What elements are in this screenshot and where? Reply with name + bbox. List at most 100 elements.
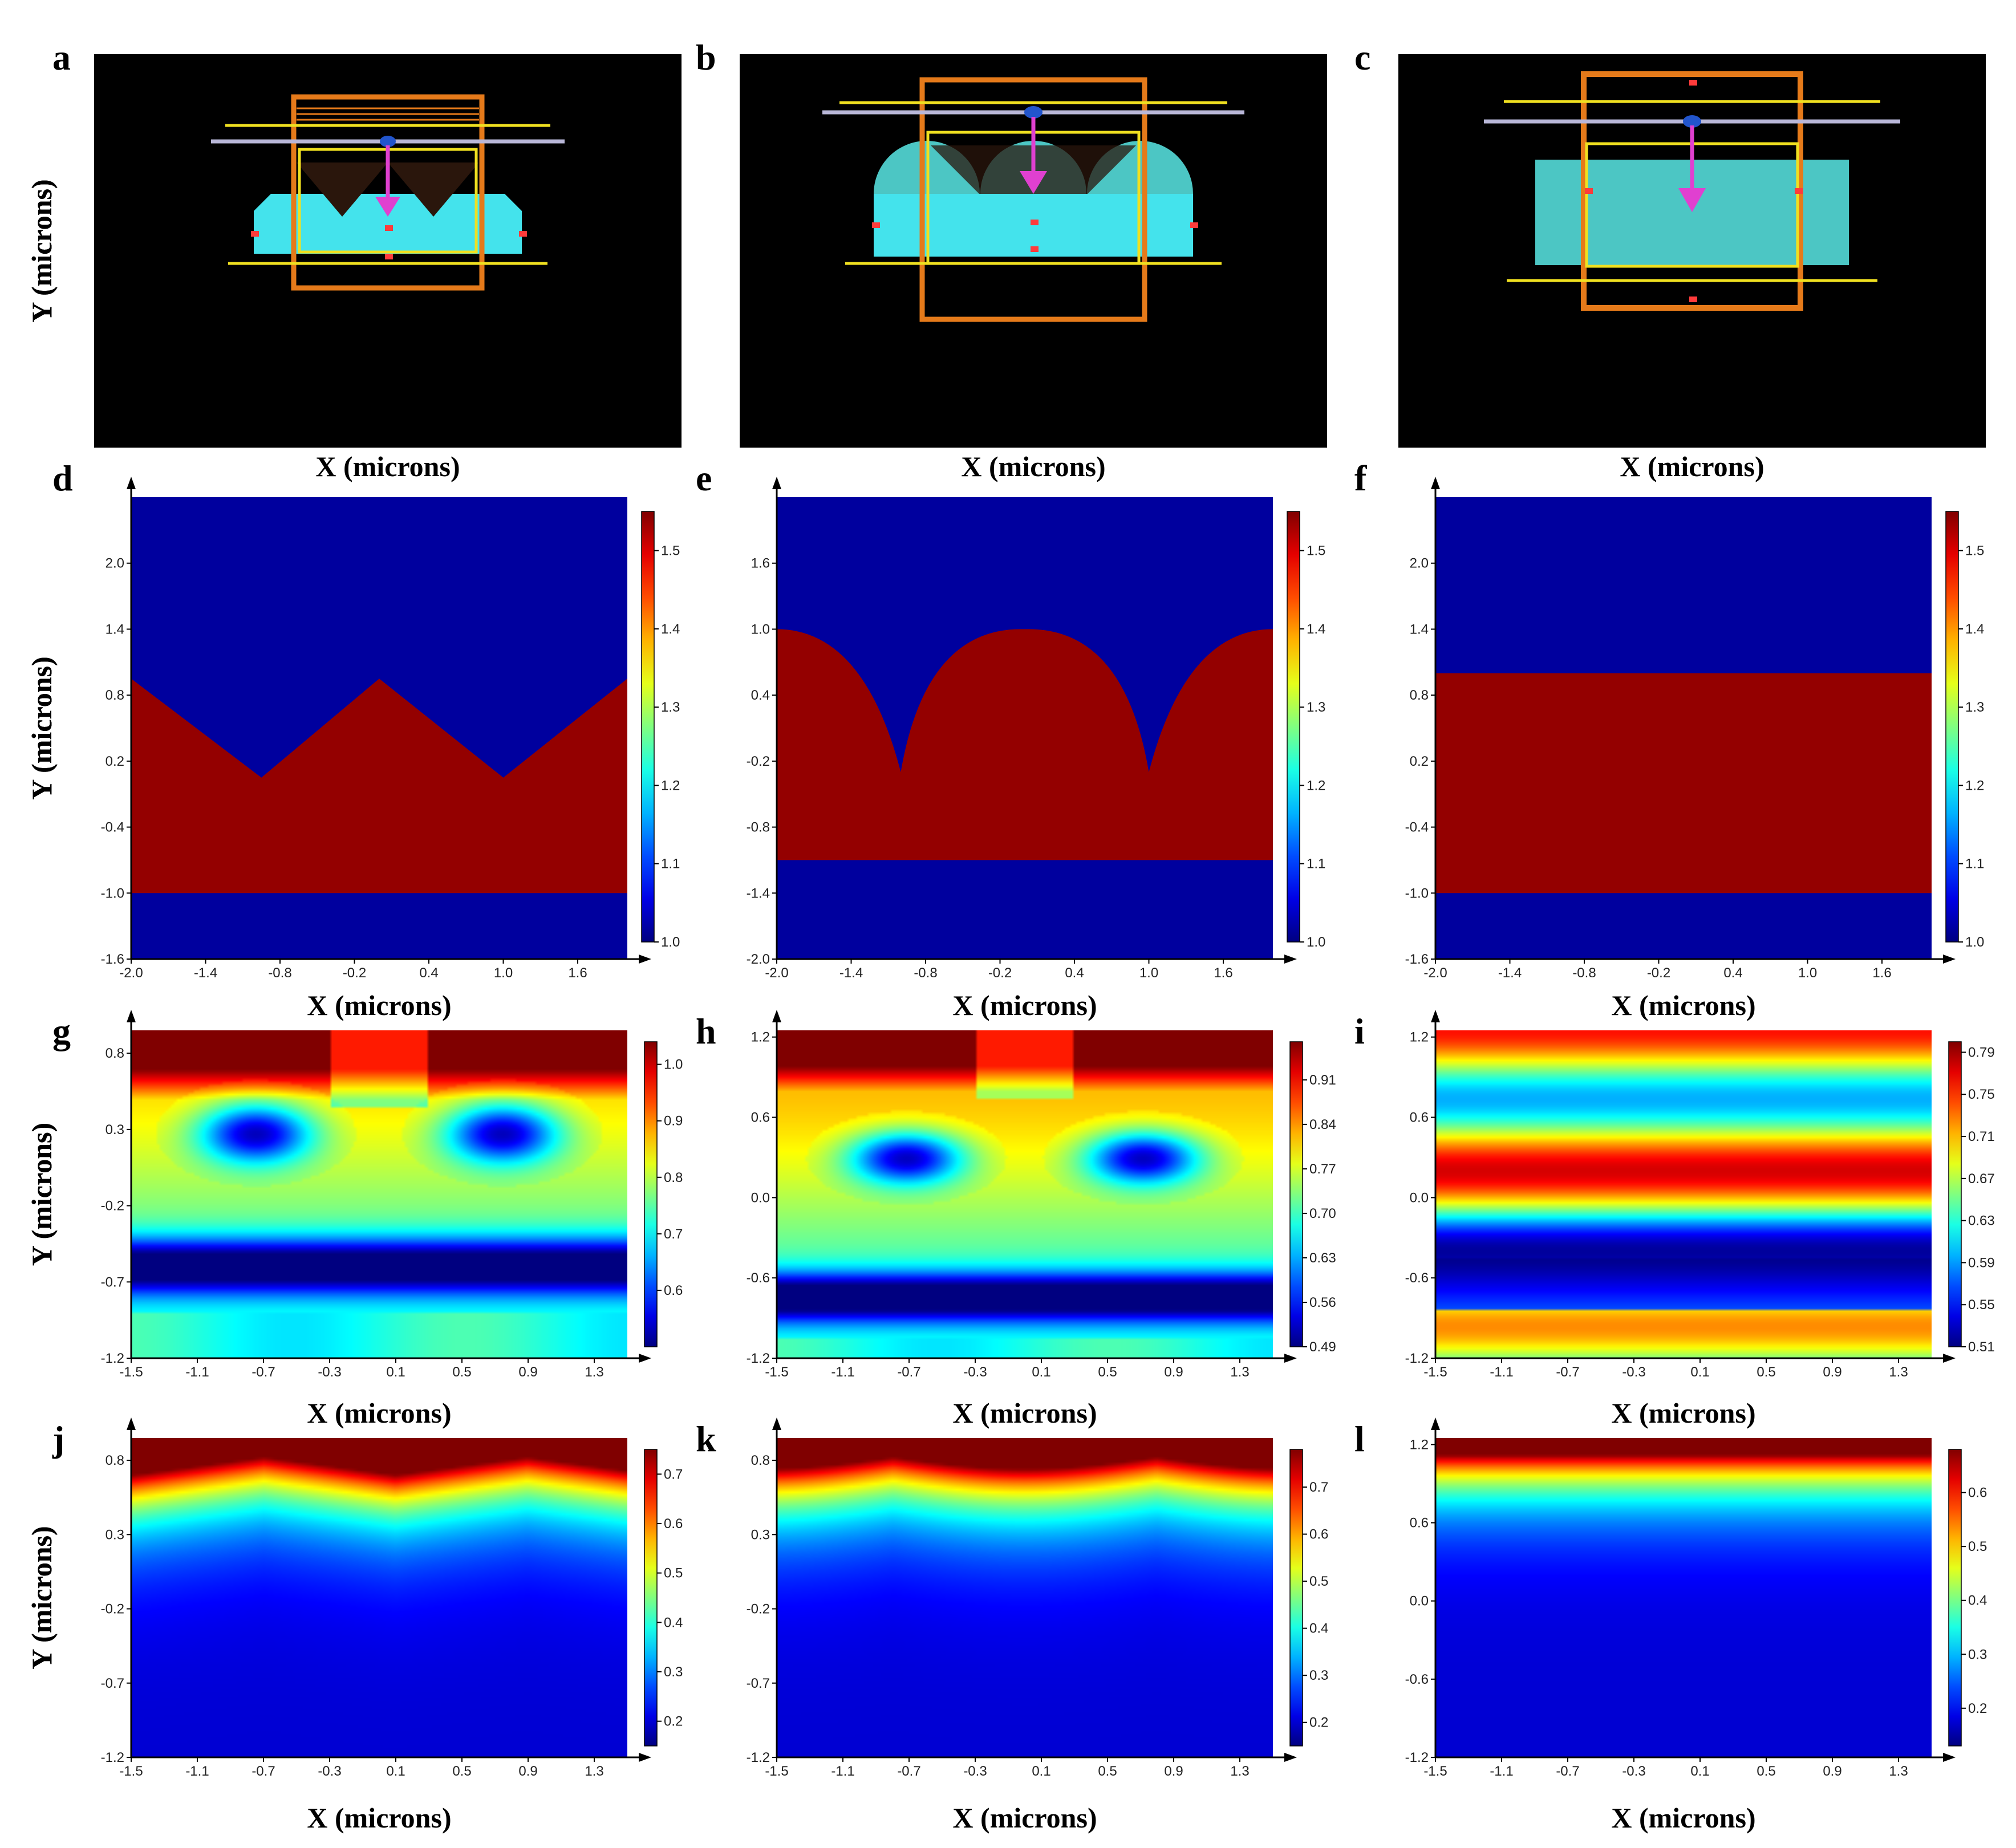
colorbar-tick-label: 1.0 [1307, 935, 1325, 950]
x-tick-label: 0.1 [1032, 1364, 1050, 1380]
x-tick-label: -0.3 [963, 1764, 987, 1779]
colorbar-tick-label: 0.84 [1309, 1117, 1336, 1132]
y-axis-arrow [1431, 1418, 1440, 1430]
colorbar-tick-label: 0.49 [1309, 1339, 1336, 1355]
colorbar-tick-label: 1.2 [1307, 778, 1325, 793]
y-tick-label: 0.6 [1410, 1110, 1429, 1126]
y-tick-label: 0.3 [106, 1122, 124, 1138]
colorbar-tick-label: 0.67 [1968, 1171, 1995, 1187]
colorbar-tick-label: 0.5 [1309, 1574, 1328, 1589]
colorbar-tick-label: 0.79 [1968, 1045, 1995, 1060]
panel-label-a: a [52, 37, 71, 78]
x-tick-label: -0.7 [252, 1364, 275, 1380]
x-tick-label: -1.4 [194, 965, 217, 981]
source-dot [380, 136, 396, 147]
x-tick-label: -1.4 [839, 965, 863, 981]
x-tick-label: -0.7 [1556, 1764, 1579, 1779]
x-tick-label: 1.6 [568, 965, 587, 981]
y-tick-label: 2.0 [1410, 556, 1429, 571]
y-tick-label: 1.2 [1410, 1030, 1429, 1045]
x-tick-label: -0.3 [318, 1764, 341, 1779]
y-tick-label: -1.2 [101, 1351, 124, 1366]
y-tick-label: -0.2 [101, 1199, 124, 1214]
colorbar-tick-label: 1.0 [664, 1057, 683, 1073]
y-tick-label: -0.2 [747, 1602, 770, 1617]
x-tick-label: -0.2 [343, 965, 366, 981]
y-tick-label: 1.6 [751, 556, 770, 571]
colorbar [641, 511, 655, 943]
y-axis-arrow [772, 1418, 781, 1430]
y-tick-label: 0.8 [106, 1046, 124, 1061]
y-tick-label: -1.6 [1405, 952, 1429, 967]
layout-diagram-b [740, 54, 1327, 448]
x-tick-label: 0.5 [452, 1364, 471, 1380]
y-tick-label: 1.4 [106, 622, 124, 637]
y-axis-arrow [1431, 1010, 1440, 1022]
source-dot [1024, 106, 1043, 119]
y-tick-label: -1.2 [1405, 1750, 1429, 1765]
x-tick-label: -1.5 [119, 1764, 143, 1779]
index-map-f: -2.0 -1.4 -0.8 -0.2 0.4 1.0 1.6 -1.6 -1.0 -0.4 0.2… [1405, 477, 1984, 981]
colorbar-tick-label: 0.4 [664, 1615, 683, 1630]
colorbar-tick-label: 0.2 [664, 1714, 683, 1729]
panel-label-b: b [696, 37, 716, 78]
port-marker [385, 254, 393, 259]
panel-label-k: k [696, 1419, 716, 1459]
y-axis-title-b: Y (microns) [26, 179, 58, 322]
x-tick-label: -0.7 [252, 1764, 275, 1779]
y-tick-label: 1.0 [751, 622, 770, 637]
y-tick-label: 1.2 [751, 1030, 770, 1045]
colorbar-tick-label: 0.7 [664, 1226, 683, 1242]
monitor-box [291, 94, 485, 291]
colorbar-tick-label: 0.7 [664, 1467, 683, 1482]
x-axis-title-l: X (microns) [1611, 1802, 1755, 1834]
colorbar-tick-label: 0.55 [1968, 1297, 1995, 1313]
x-tick-label: -1.1 [185, 1764, 209, 1779]
panel-label-f: f [1354, 458, 1367, 498]
air-gap-triangle [297, 163, 388, 217]
field-map-g: -1.5 -1.1 -0.7 -0.3 0.1 0.5 0.9 1.3 -1.2 -0.7 -0.2… [101, 1010, 683, 1380]
direction-arrow-head [375, 197, 400, 217]
y-tick-label: -1.2 [747, 1351, 770, 1366]
x-tick-label: -1.1 [1490, 1364, 1513, 1380]
x-tick-label: -0.7 [897, 1764, 920, 1779]
x-tick-label: 0.1 [1690, 1364, 1709, 1380]
port-marker [1190, 222, 1198, 228]
y-tick-label: 0.0 [751, 1190, 770, 1205]
y-tick-label: 0.3 [751, 1527, 770, 1542]
y-tick-label: 1.2 [1410, 1437, 1429, 1452]
y-tick-label: -0.6 [1405, 1270, 1429, 1286]
colorbar-tick-label: 0.4 [1968, 1593, 1987, 1609]
colorbar-tick-label: 0.91 [1309, 1073, 1336, 1088]
colorbar [644, 1041, 658, 1347]
field-map-k: -1.5 -1.1 -0.7 -0.3 0.1 0.5 0.9 1.3 -1.2 -0.7 -0.2… [747, 1418, 1328, 1779]
x-axis-arrow [1943, 1354, 1956, 1363]
colorbar-tick-label: 0.51 [1968, 1339, 1995, 1355]
y-tick-label: 2.0 [106, 556, 124, 571]
colorbar-tick-label: 0.5 [664, 1566, 683, 1581]
colorbar-tick-label: 1.5 [1965, 543, 1984, 559]
colorbar-tick-label: 0.6 [1309, 1527, 1328, 1542]
port-marker [385, 225, 393, 231]
colorbar-tick-label: 0.59 [1968, 1255, 1995, 1270]
field-intensity-image [777, 1030, 1273, 1358]
x-axis-arrow [1284, 1753, 1297, 1762]
y-tick-label: -0.7 [747, 1676, 770, 1691]
colorbar-tick-label: 0.4 [1309, 1621, 1328, 1636]
colorbar-tick-label: 0.3 [1968, 1647, 1987, 1662]
high-index-region [1435, 673, 1932, 893]
colorbar-tick-label: 0.9 [664, 1114, 683, 1129]
y-tick-label: 0.4 [751, 688, 770, 703]
x-tick-label: 0.1 [386, 1364, 405, 1380]
index-map-e: -2.0 -1.4 -0.8 -0.2 0.4 1.0 1.6 -2.0 -1.4 -0.8 -0.… [747, 477, 1325, 981]
field-map-h: -1.5 -1.1 -0.7 -0.3 0.1 0.5 0.9 1.3 -1.2 -0.6 0.0 0… [747, 1010, 1336, 1380]
x-axis-title-e: X (microns) [952, 989, 1097, 1021]
substrate-block [254, 194, 522, 254]
colorbar-tick-label: 1.4 [1965, 622, 1984, 637]
x-tick-label: 0.4 [1065, 965, 1084, 981]
air-gap-triangle [388, 163, 479, 217]
y-axis-title-l: Y (microns) [26, 1526, 58, 1669]
colorbar-tick-label: 1.3 [1307, 700, 1325, 715]
panel-label-g: g [52, 1011, 71, 1051]
y-axis-title-g: Y (microns) [26, 1123, 58, 1266]
